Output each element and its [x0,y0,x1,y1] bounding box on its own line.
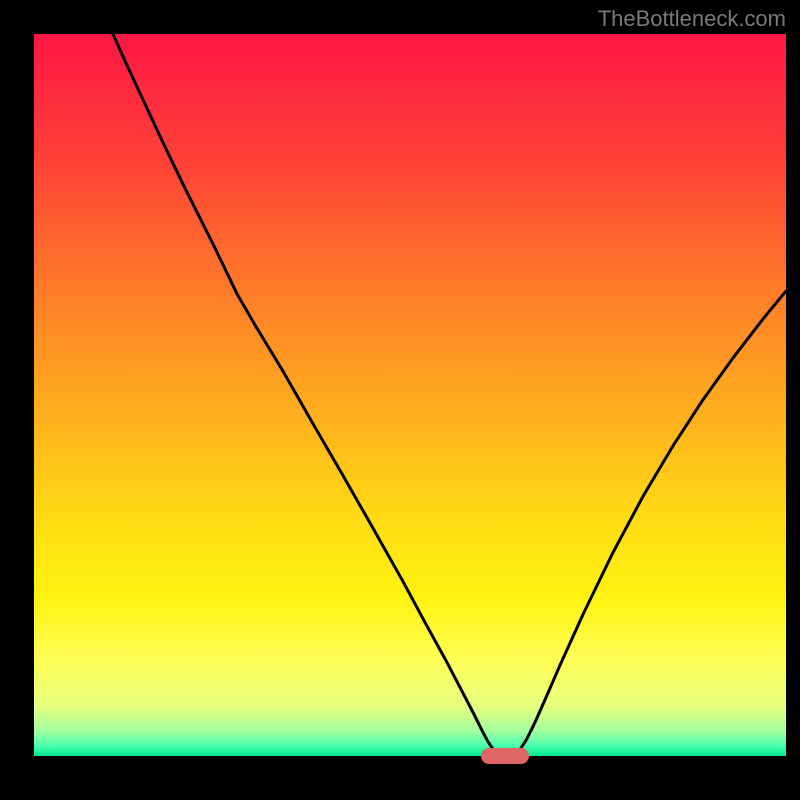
optimum-marker [481,748,529,764]
plot-area [34,34,786,756]
watermark-text: TheBottleneck.com [598,6,786,32]
bottleneck-curve [34,34,786,756]
chart-container: TheBottleneck.com [0,0,800,800]
